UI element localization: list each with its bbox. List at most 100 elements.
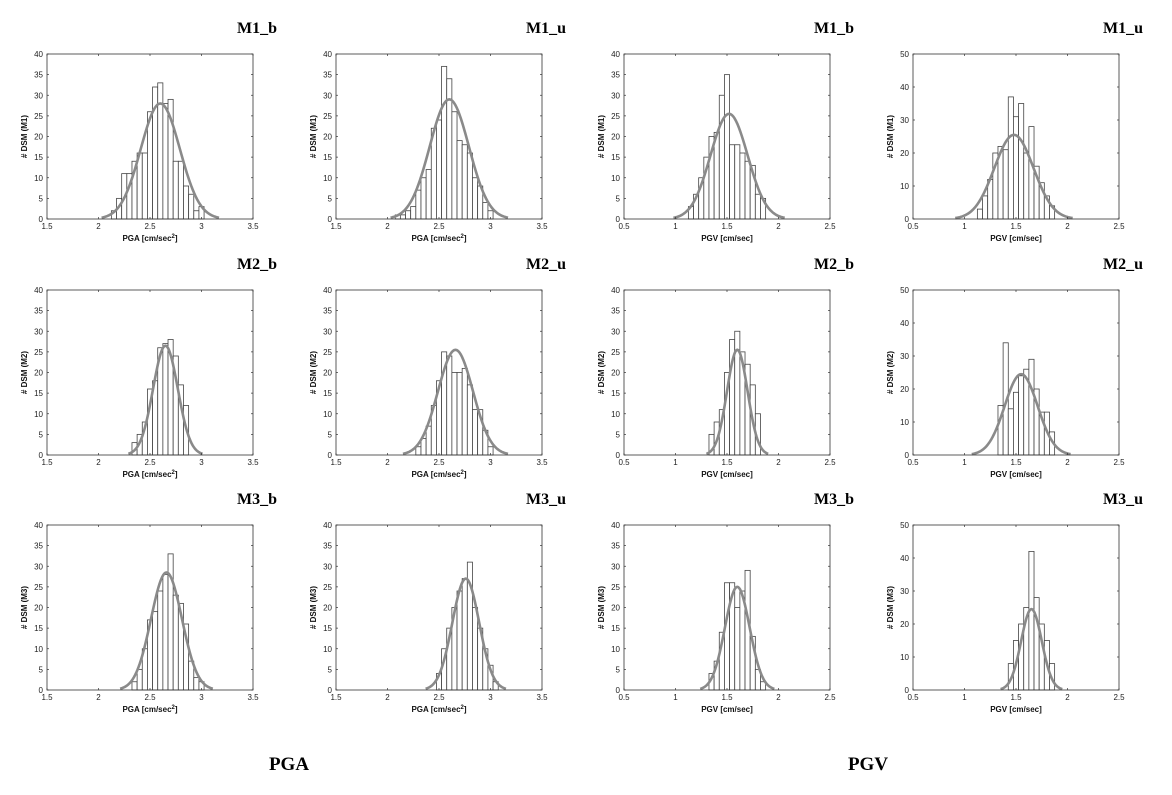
x-axis-label: PGA [cm/sec2] (411, 234, 466, 243)
histogram-bar (420, 177, 427, 220)
x-axis-label-superscript: 2 (461, 470, 465, 476)
histogram-bar (451, 111, 458, 220)
normal-fit-curve (699, 585, 775, 691)
x-tick-label: 0.5 (907, 693, 919, 702)
x-tick-label: 2 (776, 458, 781, 467)
y-tick-label: 25 (323, 348, 332, 357)
y-tick-label: 20 (611, 604, 620, 613)
y-tick-label: 50 (900, 50, 909, 59)
x-tick-label: 2.5 (1113, 222, 1125, 231)
x-axis-label-end: ] (464, 705, 467, 714)
y-tick-label: 30 (611, 327, 620, 336)
y-tick-label: 25 (323, 583, 332, 592)
histogram-bar (415, 189, 422, 220)
histogram-bar (1028, 551, 1035, 691)
histogram-bar (188, 193, 195, 220)
y-tick-label: 35 (611, 542, 620, 551)
histogram-bar (1028, 126, 1035, 220)
histogram-bar (472, 409, 479, 456)
normal-fit-curve (101, 102, 220, 219)
histogram-bar (162, 343, 169, 456)
x-tick-label: 3 (488, 222, 493, 231)
y-tick-label: 25 (323, 112, 332, 121)
x-axis-label: PGA [cm/sec2] (411, 705, 466, 714)
x-tick-label: 2 (385, 693, 390, 702)
y-tick-label: 40 (611, 286, 620, 295)
x-tick-label: 3 (488, 458, 493, 467)
y-tick-label: 30 (611, 91, 620, 100)
x-axis-label-end: ] (175, 234, 178, 243)
y-tick-label: 0 (328, 451, 333, 460)
histogram-bar (425, 169, 432, 220)
histogram-bar (446, 355, 453, 456)
y-tick-label: 20 (34, 369, 43, 378)
y-tick-label: 0 (905, 215, 910, 224)
x-tick-label: 1 (673, 222, 678, 231)
y-tick-label: 15 (34, 153, 43, 162)
x-tick-label: 2.5 (433, 693, 445, 702)
histogram-bar (162, 574, 169, 691)
x-tick-label: 2.5 (433, 222, 445, 231)
x-tick-label: 1 (673, 458, 678, 467)
x-tick-label: 0.5 (618, 222, 630, 231)
y-tick-label: 50 (900, 521, 909, 530)
histogram-bar (739, 152, 746, 220)
x-axis-label-end: ] (464, 470, 467, 479)
y-tick-label: 35 (611, 307, 620, 316)
x-tick-label: 2 (1065, 458, 1070, 467)
x-tick-label: 1.5 (330, 222, 342, 231)
x-tick-label: 2.5 (144, 222, 156, 231)
y-axis-label: # DSM (M3) (597, 586, 606, 629)
x-tick-label: 1.5 (1010, 222, 1022, 231)
x-tick-label: 1.5 (330, 458, 342, 467)
normal-fit-curve (402, 348, 509, 456)
y-tick-label: 20 (34, 604, 43, 613)
x-tick-label: 1.5 (721, 222, 733, 231)
histogram-bar (177, 160, 184, 220)
x-axis-label-superscript: 2 (172, 705, 176, 711)
histogram-panel: M3_u 0.5 1 1.5 2 2.5 0 10 20 30 40 50 PGV [cm/sec] # … (886, 491, 1143, 714)
y-tick-label: 0 (616, 451, 621, 460)
histogram-bar (399, 214, 406, 220)
x-tick-label: 0.5 (618, 458, 630, 467)
y-tick-label: 30 (900, 352, 909, 361)
y-tick-label: 40 (323, 50, 332, 59)
y-axis-label: # DSM (M3) (20, 586, 29, 629)
x-axis-label-end: ] (464, 234, 467, 243)
y-tick-label: 30 (611, 562, 620, 571)
y-axis-label: # DSM (M2) (20, 351, 29, 394)
x-tick-label: 3.5 (536, 458, 548, 467)
y-tick-label: 30 (323, 91, 332, 100)
histogram-bar (1028, 358, 1035, 456)
y-tick-label: 10 (611, 174, 620, 183)
histogram-bar (1002, 149, 1009, 220)
histogram-panel: M2_u 0.5 1 1.5 2 2.5 0 10 20 30 40 50 PGV [cm/sec] # … (886, 256, 1143, 479)
y-tick-label: 40 (900, 83, 909, 92)
x-tick-label: 1.5 (330, 693, 342, 702)
y-axis-label: # DSM (M1) (886, 115, 895, 158)
histogram-bar (734, 144, 741, 220)
x-tick-label: 2.5 (824, 222, 836, 231)
histogram-bar (1018, 103, 1025, 220)
panel-title: M2_u (1103, 256, 1143, 273)
histogram-bar (461, 367, 468, 456)
histogram-bar (456, 140, 463, 220)
histogram-bar (1013, 116, 1019, 220)
x-axis-label-superscript: 2 (461, 234, 465, 240)
histogram-bar (456, 590, 463, 691)
y-tick-label: 40 (611, 521, 620, 530)
y-tick-label: 30 (323, 327, 332, 336)
y-tick-label: 10 (611, 410, 620, 419)
y-tick-label: 20 (611, 133, 620, 142)
x-axis-label-superscript: 2 (172, 470, 176, 476)
x-tick-label: 2 (1065, 693, 1070, 702)
y-tick-label: 15 (323, 389, 332, 398)
y-axis-label: # DSM (M1) (597, 115, 606, 158)
y-tick-label: 5 (328, 665, 333, 674)
y-axis-label: # DSM (M3) (886, 586, 895, 629)
histogram-panel: M2_b 1.5 2 2.5 3 3.5 0 5 10 15 20 25 30 35 40 PGA [cm/s… (20, 256, 277, 479)
x-tick-label: 2 (776, 693, 781, 702)
normal-fit-curve (425, 577, 507, 691)
histogram-bar (193, 210, 200, 220)
y-tick-label: 25 (611, 583, 620, 592)
